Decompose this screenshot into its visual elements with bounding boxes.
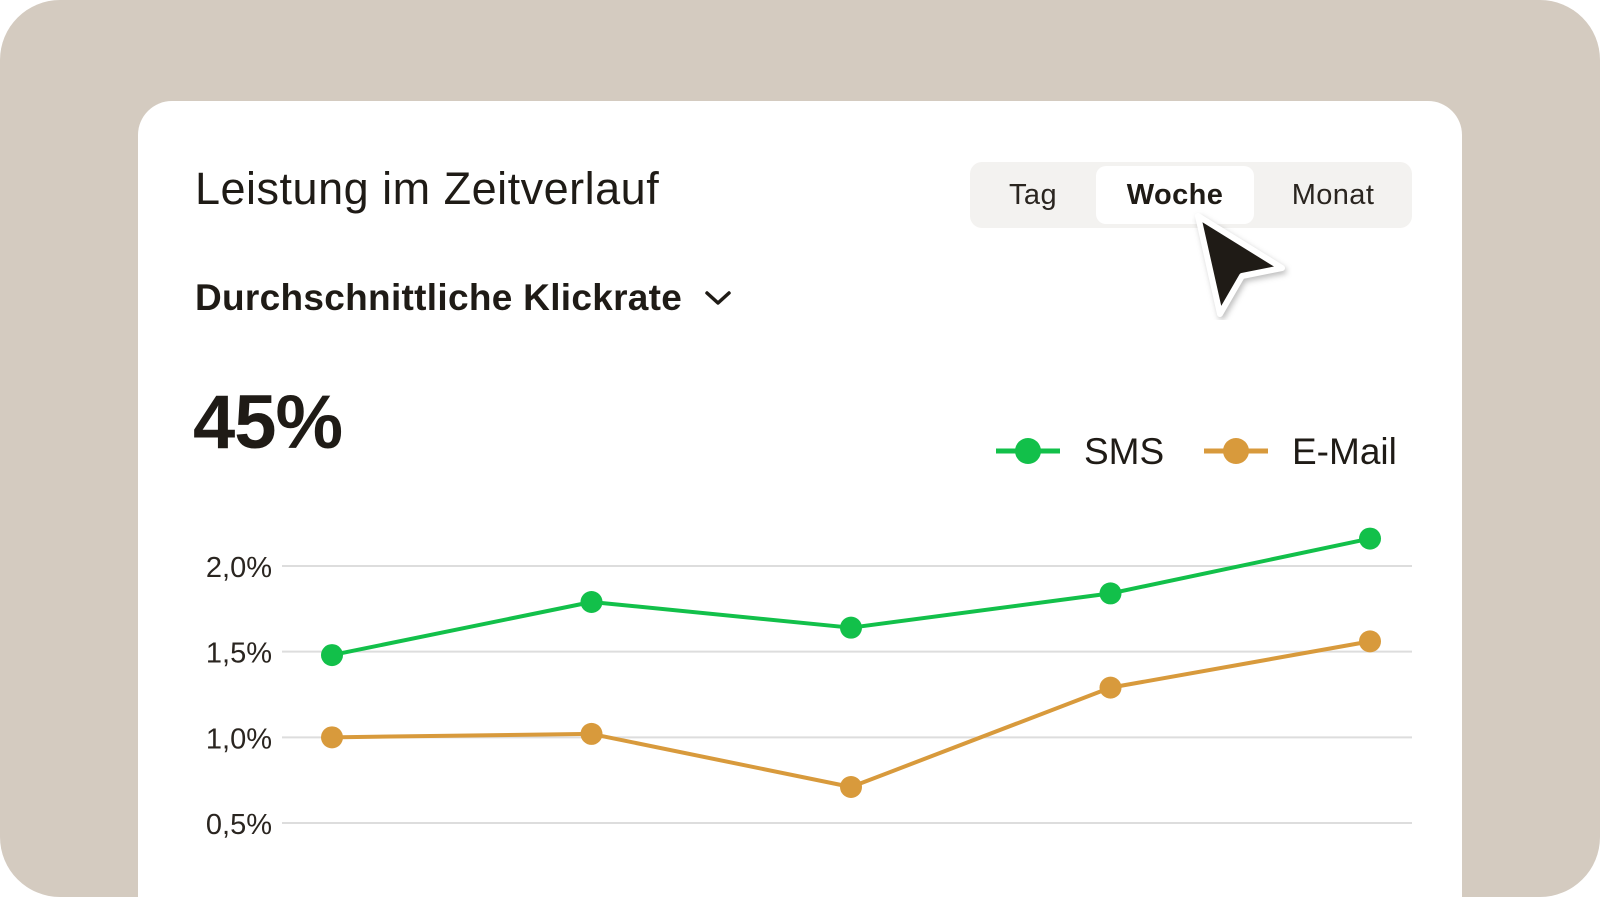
series-line-e-mail [331, 639, 1371, 790]
y-tick-label: 2,0% [206, 552, 272, 584]
data-point-e-mail [840, 776, 862, 799]
data-point-sms [321, 644, 343, 667]
tab-woche[interactable]: Woche [1096, 166, 1254, 224]
data-point-e-mail [321, 726, 343, 749]
data-point-e-mail [1359, 630, 1381, 653]
chevron-down-icon [704, 289, 732, 307]
legend-label: E-Mail [1292, 431, 1397, 472]
data-point-sms [580, 590, 603, 613]
data-point-sms [1099, 582, 1122, 605]
performance-card: Leistung im Zeitverlauf Tag Woche Monat … [138, 101, 1462, 897]
metric-dropdown-label: Durchschnittliche Klickrate [195, 277, 683, 318]
tab-monat[interactable]: Monat [1291, 178, 1375, 211]
legend-swatch-dot [1223, 438, 1249, 464]
legend-swatch-dot [1015, 438, 1041, 464]
metric-dropdown[interactable]: Durchschnittliche Klickrate [195, 277, 732, 319]
data-point-sms [840, 616, 862, 639]
data-point-e-mail [580, 722, 603, 745]
y-tick-label: 0,5% [206, 809, 272, 841]
card-title: Leistung im Zeitverlauf [195, 163, 660, 214]
data-point-e-mail [1099, 676, 1122, 699]
cursor-arrow-icon [1192, 210, 1292, 325]
y-tick-label: 1,0% [206, 723, 272, 755]
headline-value: 45% [193, 380, 343, 465]
legend-label: SMS [1084, 431, 1164, 472]
period-segmented-control: Tag Woche Monat [970, 162, 1412, 228]
y-tick-label: 1,5% [206, 638, 272, 670]
tab-tag[interactable]: Tag [1009, 178, 1057, 211]
data-point-sms [1359, 527, 1381, 550]
